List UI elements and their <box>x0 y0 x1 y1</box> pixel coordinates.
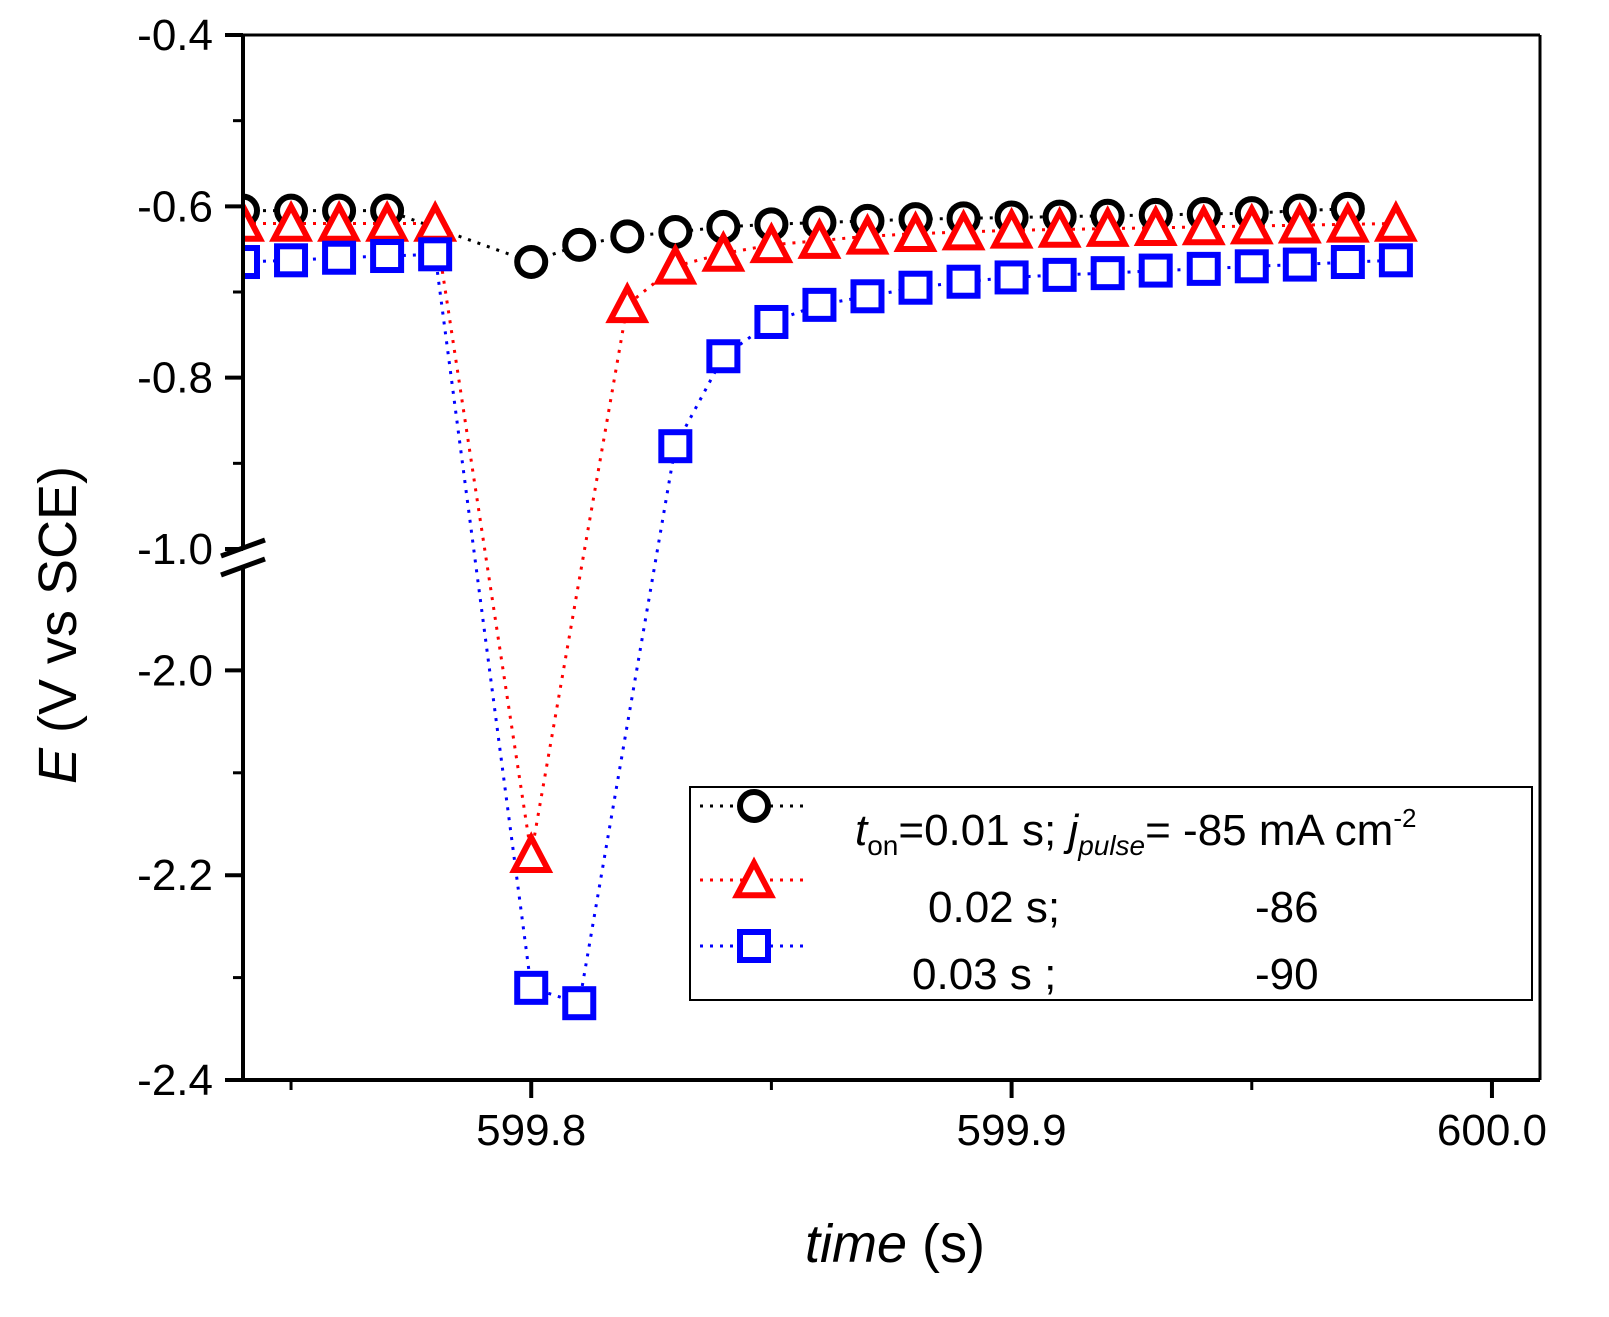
data-point-square <box>1378 243 1413 278</box>
data-point-square <box>1042 257 1077 292</box>
data-point-square <box>370 239 405 274</box>
y-tick-label: -2.2 <box>137 851 213 900</box>
legend-row-3-current: -90 <box>1255 950 1319 999</box>
data-point-square <box>1138 253 1173 288</box>
data-point-triangle <box>1373 200 1418 242</box>
data-point-square <box>274 243 309 278</box>
y-tick-label: -0.6 <box>137 182 213 231</box>
axis-break-mark <box>220 556 266 578</box>
data-point-square <box>946 264 981 299</box>
data-point-square <box>994 260 1029 295</box>
legend-row-2: 0.02 s; <box>928 883 1060 932</box>
legend-row-3: 0.03 s ; <box>912 950 1056 999</box>
data-point-triangle <box>653 242 698 285</box>
data-point-square <box>802 287 837 322</box>
data-point-circle <box>562 227 597 262</box>
data-point-square <box>850 279 885 314</box>
data-point-triangle <box>269 200 314 242</box>
data-point-triangle <box>797 217 842 259</box>
x-axis-title: time (s) <box>805 1214 985 1274</box>
data-point-square <box>514 970 549 1005</box>
data-point-triangle <box>509 831 554 874</box>
data-point-square <box>658 429 693 464</box>
data-point-square <box>1234 249 1269 284</box>
data-point-square <box>243 245 260 280</box>
series-line-circle <box>243 207 1348 264</box>
legend-row-2-current: -86 <box>1255 883 1319 932</box>
data-point-triangle <box>365 200 410 242</box>
data-point-triangle <box>1181 203 1226 246</box>
series-markers <box>243 191 1418 1021</box>
tick-labels: -0.4 -0.6 -0.8 -1.0 -2.0 -2.2 -2.4 599.8 599.9 60… <box>137 11 1547 1155</box>
legend-marker-square <box>737 929 771 963</box>
data-point-triangle <box>243 200 265 242</box>
data-point-triangle <box>845 212 890 255</box>
data-point-square <box>1090 256 1125 291</box>
data-point-circle <box>658 215 693 250</box>
data-point-square <box>754 304 789 339</box>
legend-marker-triangle <box>732 856 776 899</box>
data-point-triangle <box>989 206 1034 249</box>
legend-row-1: ton=0.01 s; jpulse= -85 mA cm-2 <box>855 803 1416 861</box>
axes <box>220 33 1542 1098</box>
data-point-square <box>1282 247 1317 282</box>
x-tick-label: 599.9 <box>957 1106 1067 1155</box>
data-point-square <box>1186 251 1221 286</box>
data-point-triangle <box>1037 206 1082 248</box>
data-point-triangle <box>605 281 650 324</box>
data-point-triangle <box>1277 201 1322 244</box>
data-point-triangle <box>1085 205 1130 247</box>
x-tick-label: 600.0 <box>1437 1106 1547 1155</box>
legend-keys <box>700 789 808 963</box>
data-point-circle <box>610 219 645 254</box>
data-point-circle <box>514 245 549 280</box>
y-axis-title: E (V vs SCE) <box>28 466 88 784</box>
legend-box <box>689 786 1533 1001</box>
data-point-square <box>706 339 741 374</box>
data-point-triangle <box>1229 202 1274 245</box>
legend-marker-circle <box>737 789 771 823</box>
data-point-triangle <box>1133 204 1178 247</box>
data-point-square <box>322 240 357 275</box>
data-point-triangle <box>749 221 794 264</box>
y-tick-label: -0.8 <box>137 354 213 403</box>
y-tick-label: -1.0 <box>137 525 213 574</box>
y-tick-label: -2.4 <box>137 1056 213 1105</box>
data-point-square <box>562 986 597 1021</box>
y-tick-label: -0.4 <box>137 11 213 60</box>
data-point-triangle <box>1325 200 1370 243</box>
data-point-square <box>1330 245 1365 280</box>
data-point-triangle <box>317 200 362 242</box>
data-point-square <box>898 270 933 305</box>
data-point-triangle <box>701 230 746 272</box>
data-point-triangle <box>941 208 986 251</box>
x-tick-label: 599.8 <box>476 1106 586 1155</box>
y-tick-label: -2.0 <box>137 646 213 695</box>
data-point-triangle <box>893 210 938 253</box>
legend: ton=0.01 s; jpulse= -85 mA cm-2 0.02 s; … <box>689 786 1533 1001</box>
data-point-square <box>418 237 453 272</box>
